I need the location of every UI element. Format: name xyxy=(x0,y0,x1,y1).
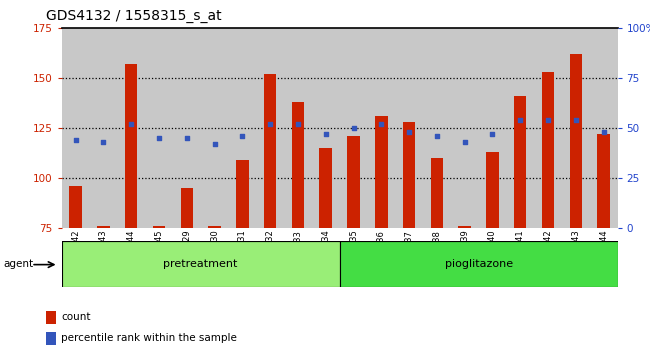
Bar xyxy=(542,72,554,228)
Bar xyxy=(375,116,387,228)
Point xyxy=(571,118,581,123)
Text: count: count xyxy=(61,312,90,322)
Bar xyxy=(264,74,276,228)
Bar xyxy=(46,311,56,324)
Bar xyxy=(458,226,471,228)
Point xyxy=(543,118,553,123)
Bar xyxy=(320,148,332,228)
Bar xyxy=(153,226,165,228)
Bar xyxy=(229,28,256,228)
Point xyxy=(599,130,609,135)
Text: pretreatment: pretreatment xyxy=(164,259,238,269)
Point xyxy=(488,131,498,137)
Bar xyxy=(569,54,582,228)
Bar xyxy=(451,28,478,228)
Point xyxy=(126,121,136,127)
Bar xyxy=(478,28,506,228)
Bar xyxy=(597,134,610,228)
Bar xyxy=(201,28,229,228)
Bar xyxy=(339,28,367,228)
Point xyxy=(376,121,387,127)
Bar xyxy=(403,122,415,228)
Bar xyxy=(312,28,340,228)
Point xyxy=(265,121,276,127)
Bar xyxy=(181,188,193,228)
Point xyxy=(292,121,303,127)
Bar xyxy=(367,28,395,228)
Bar xyxy=(70,186,82,228)
Bar xyxy=(46,332,56,345)
Bar xyxy=(284,28,312,228)
Bar xyxy=(347,136,359,228)
Bar xyxy=(145,28,173,228)
Point xyxy=(348,126,359,131)
Point xyxy=(70,137,81,143)
Bar xyxy=(256,28,284,228)
Bar xyxy=(506,28,534,228)
Bar xyxy=(534,28,562,228)
Point xyxy=(237,133,248,139)
Bar xyxy=(395,28,423,228)
Point xyxy=(209,142,220,147)
Bar xyxy=(62,28,90,228)
Point xyxy=(404,130,414,135)
Point xyxy=(98,139,109,145)
Bar xyxy=(173,28,201,228)
Bar xyxy=(339,241,618,287)
Bar xyxy=(292,102,304,228)
Point xyxy=(515,118,525,123)
Bar xyxy=(431,158,443,228)
Bar xyxy=(117,28,145,228)
Point xyxy=(460,139,470,145)
Bar xyxy=(62,241,339,287)
Bar xyxy=(590,28,618,228)
Bar xyxy=(90,28,117,228)
Point xyxy=(181,136,192,141)
Bar xyxy=(209,226,221,228)
Text: agent: agent xyxy=(3,259,33,269)
Point xyxy=(432,133,442,139)
Text: percentile rank within the sample: percentile rank within the sample xyxy=(61,333,237,343)
Bar xyxy=(562,28,590,228)
Bar xyxy=(98,226,110,228)
Bar xyxy=(423,28,451,228)
Text: GDS4132 / 1558315_s_at: GDS4132 / 1558315_s_at xyxy=(46,9,221,23)
Bar xyxy=(125,64,137,228)
Bar xyxy=(486,152,499,228)
Text: pioglitazone: pioglitazone xyxy=(445,259,513,269)
Point xyxy=(154,136,164,141)
Point xyxy=(320,131,331,137)
Bar xyxy=(514,96,526,228)
Bar xyxy=(236,160,248,228)
